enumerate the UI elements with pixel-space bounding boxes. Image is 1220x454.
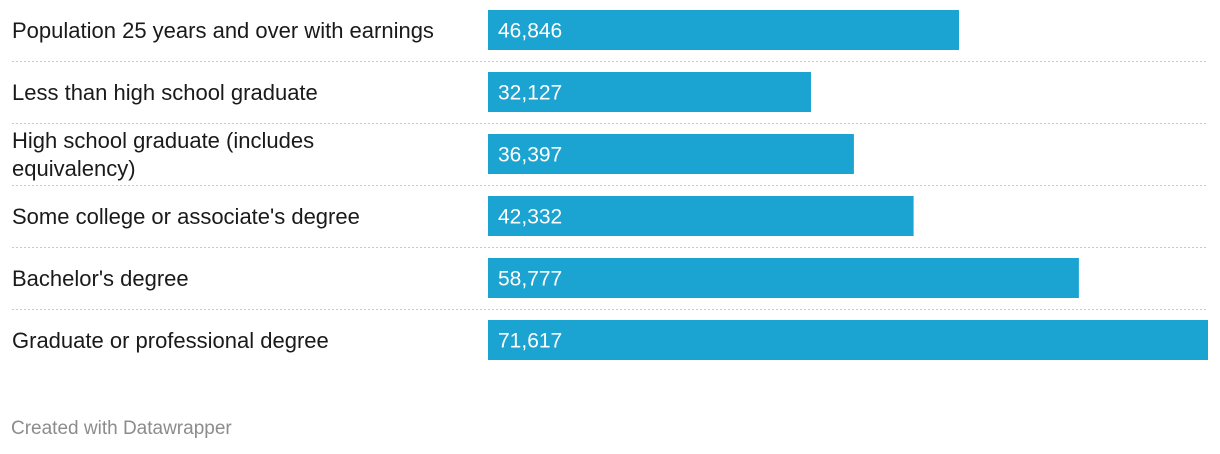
category-label: Less than high school graduate xyxy=(12,80,318,105)
category-label: Population 25 years and over with earnin… xyxy=(12,18,434,43)
value-label: 71,617 xyxy=(498,330,562,353)
value-label: 32,127 xyxy=(498,82,562,105)
category-label: Bachelor's degree xyxy=(12,266,189,291)
bar xyxy=(488,258,1079,298)
value-label: 42,332 xyxy=(498,206,562,229)
bar xyxy=(488,134,854,174)
value-label: 58,777 xyxy=(498,268,562,291)
footer-credit: Created with Datawrapper xyxy=(11,418,232,439)
category-label: High school graduate (includes equivalenc… xyxy=(12,128,314,181)
bar xyxy=(488,72,811,112)
category-label: Graduate or professional degree xyxy=(12,328,329,353)
bar xyxy=(488,10,959,50)
value-label: 46,846 xyxy=(498,20,562,43)
value-label: 36,397 xyxy=(498,144,562,167)
bar xyxy=(488,196,914,236)
bar xyxy=(488,320,1208,360)
bar-chart: Population 25 years and over with earnin… xyxy=(12,10,1208,360)
category-label: Some college or associate's degree xyxy=(12,204,360,229)
